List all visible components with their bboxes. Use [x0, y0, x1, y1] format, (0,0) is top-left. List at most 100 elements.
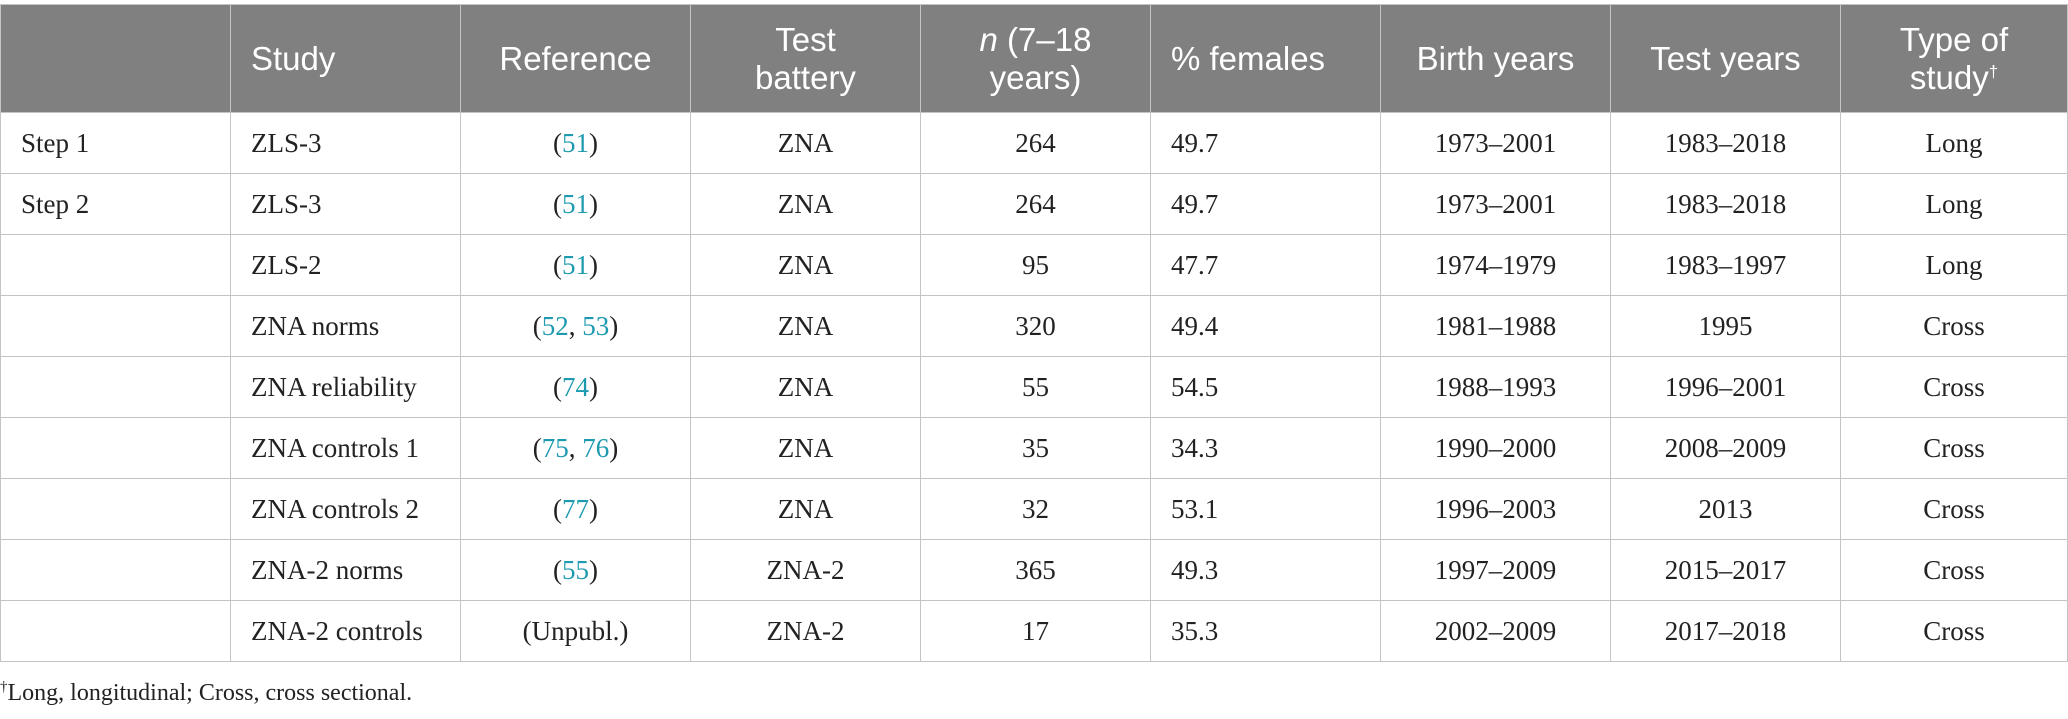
n-cell: 365: [920, 539, 1151, 601]
reference-text: (: [553, 554, 562, 585]
n-cell: 17: [920, 600, 1151, 662]
header-test-battery: Test battery: [690, 4, 921, 113]
header-step: [0, 4, 231, 113]
battery-cell: ZNA: [690, 356, 921, 418]
birth-years-cell: 1997–2009: [1380, 539, 1611, 601]
footnote-text: Long, longitudinal; Cross, cross section…: [7, 680, 413, 706]
type-cell: Cross: [1840, 478, 2068, 540]
type-cell: Cross: [1840, 417, 2068, 479]
header-birth-years: Birth years: [1380, 4, 1611, 113]
n-cell: 32: [920, 478, 1151, 540]
reference-text: ): [589, 493, 598, 524]
battery-cell: ZNA: [690, 112, 921, 174]
birth-years-cell: 2002–2009: [1380, 600, 1611, 662]
birth-years-cell: 1973–2001: [1380, 112, 1611, 174]
reference-cell: (77): [460, 478, 691, 540]
header-test-years: Test years: [1610, 4, 1841, 113]
females-cell: 49.7: [1150, 173, 1381, 235]
footnote: †Long, longitudinal; Cross, cross sectio…: [0, 680, 412, 707]
reference-cell: (51): [460, 234, 691, 296]
step-cell: [0, 417, 231, 479]
reference-text: ,: [568, 432, 583, 463]
step-cell: Step 1: [0, 112, 231, 174]
reference-text: ): [589, 371, 598, 402]
birth-years-cell: 1981–1988: [1380, 295, 1611, 357]
reference-text: (: [553, 493, 562, 524]
table-row: ZNA-2 norms (55) ZNA-2 365 49.3 1997–2009 2015…: [0, 539, 2068, 601]
reference-link[interactable]: 53: [582, 310, 610, 341]
table-row: Step 1 ZLS-3 (51) ZNA 264 49.7 1973–2001 1983–2…: [0, 112, 2068, 174]
reference-link[interactable]: 55: [562, 554, 589, 585]
reference-link[interactable]: 75: [541, 432, 569, 463]
study-cell: ZLS-3: [230, 173, 461, 235]
table-row: ZNA controls 1 (75, 76) ZNA 35 34.3 1990–2000…: [0, 417, 2068, 479]
reference-link[interactable]: 74: [562, 371, 589, 402]
reference-text: ): [589, 554, 598, 585]
battery-cell: ZNA: [690, 234, 921, 296]
step-cell: [0, 478, 231, 540]
header-type-line2: study: [1909, 58, 1989, 96]
females-cell: 53.1: [1150, 478, 1381, 540]
header-n: n (7–18 years): [920, 4, 1151, 113]
header-females: % females: [1150, 4, 1381, 113]
header-test-battery-line1: Test: [775, 20, 836, 58]
reference-cell: (Unpubl.): [460, 600, 691, 662]
step-cell: [0, 234, 231, 296]
reference-text: ): [589, 188, 598, 219]
study-cell: ZNA norms: [230, 295, 461, 357]
females-cell: 34.3: [1150, 417, 1381, 479]
n-cell: 320: [920, 295, 1151, 357]
reference-text: ): [609, 432, 619, 463]
header-type: Type of study†: [1840, 4, 2068, 113]
header-test-battery-line2: battery: [755, 58, 856, 96]
n-cell: 264: [920, 173, 1151, 235]
test-years-cell: 2017–2018: [1610, 600, 1841, 662]
header-n-rest: (7–18: [997, 20, 1092, 58]
reference-text: ): [589, 127, 598, 158]
reference-link[interactable]: 51: [562, 249, 589, 280]
n-cell: 55: [920, 356, 1151, 418]
birth-years-cell: 1988–1993: [1380, 356, 1611, 418]
study-cell: ZNA-2 controls: [230, 600, 461, 662]
battery-cell: ZNA: [690, 173, 921, 235]
table-row: ZNA norms (52, 53) ZNA 320 49.4 1981–1988 1995…: [0, 295, 2068, 357]
reference-text: (Unpubl.): [522, 615, 629, 646]
study-cell: ZNA reliability: [230, 356, 461, 418]
reference-link[interactable]: 52: [541, 310, 569, 341]
type-cell: Long: [1840, 234, 2068, 296]
reference-link[interactable]: 77: [562, 493, 589, 524]
type-cell: Long: [1840, 173, 2068, 235]
reference-link[interactable]: 51: [562, 127, 589, 158]
table-body: Step 1 ZLS-3 (51) ZNA 264 49.7 1973–2001 1983–2…: [0, 112, 2068, 662]
females-cell: 49.7: [1150, 112, 1381, 174]
table-header: Study Reference Test battery n (7–18 years…: [0, 4, 2068, 113]
table-row: ZNA reliability (74) ZNA 55 54.5 1988–1993 199…: [0, 356, 2068, 418]
study-cell: ZNA-2 norms: [230, 539, 461, 601]
n-cell: 264: [920, 112, 1151, 174]
reference-text: (: [532, 310, 542, 341]
reference-text: (: [553, 188, 562, 219]
reference-link[interactable]: 51: [562, 188, 589, 219]
step-cell: [0, 356, 231, 418]
reference-text: (: [532, 432, 542, 463]
reference-cell: (52, 53): [460, 295, 691, 357]
reference-cell: (74): [460, 356, 691, 418]
test-years-cell: 2015–2017: [1610, 539, 1841, 601]
reference-link[interactable]: 76: [582, 432, 610, 463]
test-years-cell: 1995: [1610, 295, 1841, 357]
header-reference: Reference: [460, 4, 691, 113]
table-row: ZNA controls 2 (77) ZNA 32 53.1 1996–2003 2013…: [0, 478, 2068, 540]
header-n-italic: n: [979, 20, 998, 58]
females-cell: 49.4: [1150, 295, 1381, 357]
test-years-cell: 1983–1997: [1610, 234, 1841, 296]
battery-cell: ZNA: [690, 295, 921, 357]
header-row: Study Reference Test battery n (7–18 years…: [0, 4, 2068, 113]
reference-cell: (51): [460, 112, 691, 174]
battery-cell: ZNA-2: [690, 600, 921, 662]
table-row: ZNA-2 controls (Unpubl.) ZNA-2 17 35.3 2002–2…: [0, 600, 2068, 662]
reference-cell: (51): [460, 173, 691, 235]
reference-text: ): [589, 249, 598, 280]
battery-cell: ZNA-2: [690, 539, 921, 601]
header-study: Study: [230, 4, 461, 113]
table-row: Step 2 ZLS-3 (51) ZNA 264 49.7 1973–2001 1983–2…: [0, 173, 2068, 235]
